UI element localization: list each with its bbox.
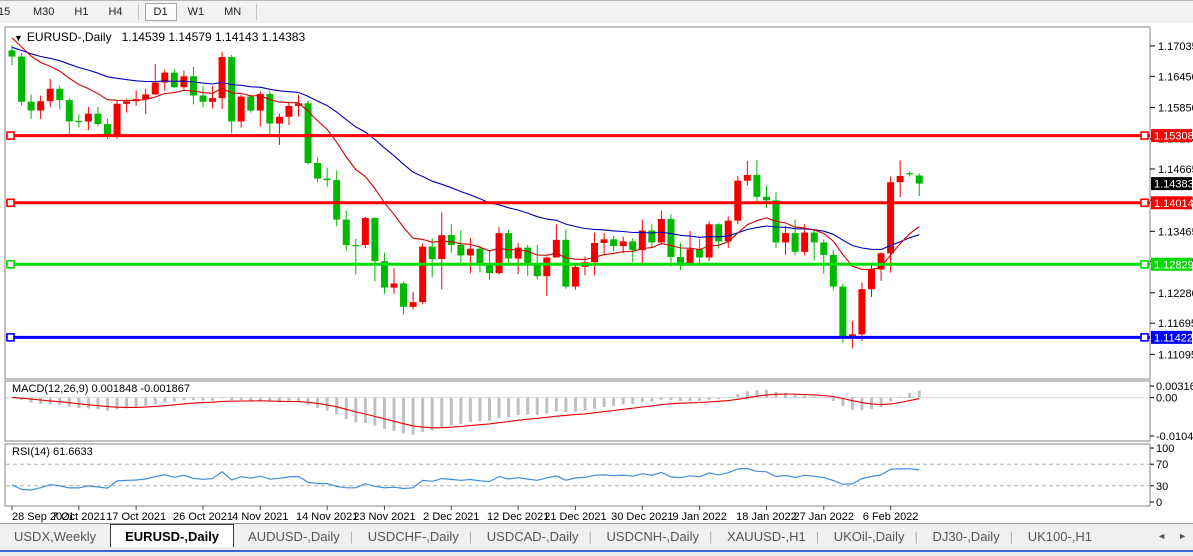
tab-xauusd-h1[interactable]: XAUUSD-,H1 [709,526,820,548]
tab-scroll-left-icon[interactable]: ◄ [1157,531,1167,541]
timeframe-m30-button[interactable]: M30 [33,6,55,18]
tab-eurusd-daily[interactable]: EURUSD-,Daily [110,524,235,548]
macd-indicator-label: MACD(12,26,9) 0.001848 -0.001867 [12,383,190,395]
price-level-badge [1151,196,1192,210]
svg-text:1.12280: 1.12280 [1158,288,1193,300]
rsi-value: 61.6633 [52,446,93,458]
timeframe-h1-button[interactable]: H1 [74,6,89,18]
tab-ukoil-daily[interactable]: UKOil-,Daily [816,526,919,548]
horizontal-levels: 1.15308 1.14014 1.12829 1.11422 [6,129,1193,344]
svg-text:4 Nov 2021: 4 Nov 2021 [232,511,288,523]
svg-text:14 Nov 2021: 14 Nov 2021 [296,511,358,523]
toolbar-separator [137,4,139,20]
svg-text:1.13465: 1.13465 [1158,226,1193,238]
svg-text:1.14383: 1.14383 [1154,179,1193,191]
chart-title: ▼ EURUSD-,Daily 1.14539 1.14579 1.14143 1.… [14,30,305,44]
svg-text:0: 0 [1156,497,1162,509]
svg-text:-0.01043: -0.01043 [1156,431,1193,443]
symbol-dropdown-icon[interactable]: ▼ [14,33,23,43]
svg-text:28 Sep 2021: 28 Sep 2021 [12,511,74,523]
bottom-accent-line [0,550,1193,552]
chart-symbol-label: EURUSD-,Daily [26,30,112,44]
svg-text:27 Jan 2022: 27 Jan 2022 [793,511,854,523]
tab-scroll-right-icon[interactable]: ► [1178,531,1187,541]
pane-frames [4,26,1151,507]
timeframe-toolbar: 15 M30 H1 H4 D1 W1 MN [0,1,1193,24]
svg-text:1.14014: 1.14014 [1154,198,1193,210]
svg-text:1.15308: 1.15308 [1154,131,1193,143]
macd-pane: 0.0031650.00 -0.01043 [6,381,1193,443]
rsi-line [11,467,920,491]
tab-usdx-weekly[interactable]: USDX,Weekly [14,529,97,544]
price-level-badge [1151,330,1192,344]
svg-text:6 Feb 2022: 6 Feb 2022 [863,511,919,523]
price-level-badge [1151,129,1192,143]
current-price-badge: 1.14383 [1151,177,1193,191]
svg-text:1.11422: 1.11422 [1154,332,1193,344]
timeframe-w1-button[interactable]: W1 [187,6,205,18]
svg-text:100: 100 [1156,443,1174,455]
tab-uk100-h1[interactable]: UK100-,H1 [1010,526,1106,548]
svg-text:70: 70 [1156,459,1168,471]
svg-text:12 Dec 2021: 12 Dec 2021 [487,511,549,523]
svg-text:1.17035: 1.17035 [1158,41,1193,53]
svg-text:18 Jan 2022: 18 Jan 2022 [736,511,797,523]
svg-text:21 Dec 2021: 21 Dec 2021 [544,511,606,523]
svg-text:7 Oct 2021: 7 Oct 2021 [52,511,106,523]
svg-text:1.11695: 1.11695 [1158,318,1193,330]
tab-usdcnh-daily[interactable]: USDCNH-,Daily [589,526,713,548]
toolbar-separator [256,4,258,20]
svg-text:2 Dec 2021: 2 Dec 2021 [423,511,479,523]
rsi-name: RSI(14) [12,446,50,458]
timeframe-h4-button[interactable]: H4 [108,6,123,18]
price-chart-canvas[interactable]: 1.170351.164501.158501.152501.146651.140… [0,23,1193,523]
tab-audusd-daily[interactable]: AUDUSD-,Daily [248,529,340,544]
rsi-indicator-label: RSI(14) 61.6633 [12,446,93,458]
svg-text:9 Jan 2022: 9 Jan 2022 [672,511,726,523]
svg-text:30 Dec 2021: 30 Dec 2021 [611,511,673,523]
macd-signal-line [11,393,920,429]
price-level-badge [1151,257,1192,271]
timeframe-m15-button[interactable]: 15 [0,6,11,18]
svg-text:17 Oct 2021: 17 Oct 2021 [106,511,166,523]
svg-text:1.11095: 1.11095 [1158,349,1193,361]
ma-fast-line [11,37,920,270]
chart-region[interactable]: 1.170351.164501.158501.152501.146651.140… [0,23,1193,523]
svg-text:1.14665: 1.14665 [1158,164,1193,176]
svg-text:1.16450: 1.16450 [1158,71,1193,83]
macd-name: MACD(12,26,9) [12,383,89,395]
tab-usdcad-daily[interactable]: USDCAD-,Daily [469,526,593,548]
tab-dj30-daily[interactable]: DJ30-,Daily [915,526,1014,548]
macd-values: 0.001848 -0.001867 [91,383,190,395]
svg-text:30: 30 [1156,481,1168,493]
bottom-strip [0,547,1193,556]
svg-text:0.00: 0.00 [1156,393,1177,405]
timeframe-mn-button[interactable]: MN [224,6,242,18]
chart-tabbar: USDX,Weekly EURUSD-,Daily AUDUSD-,Daily … [0,523,1193,548]
svg-text:1.12829: 1.12829 [1154,259,1193,271]
svg-text:26 Oct 2021: 26 Oct 2021 [173,511,233,523]
svg-text:0.003165: 0.003165 [1156,381,1193,393]
rsi-pane: 100 70 30 0 [6,443,1174,509]
tab-usdchf-daily[interactable]: USDCHF-,Daily [350,526,473,548]
chart-ohlc-values: 1.14539 1.14579 1.14143 1.14383 [121,30,306,44]
svg-text:1.15850: 1.15850 [1158,102,1193,114]
ma-slow-line [11,46,920,251]
svg-text:23 Nov 2021: 23 Nov 2021 [353,511,415,523]
timeframe-d1-button[interactable]: D1 [144,3,177,21]
